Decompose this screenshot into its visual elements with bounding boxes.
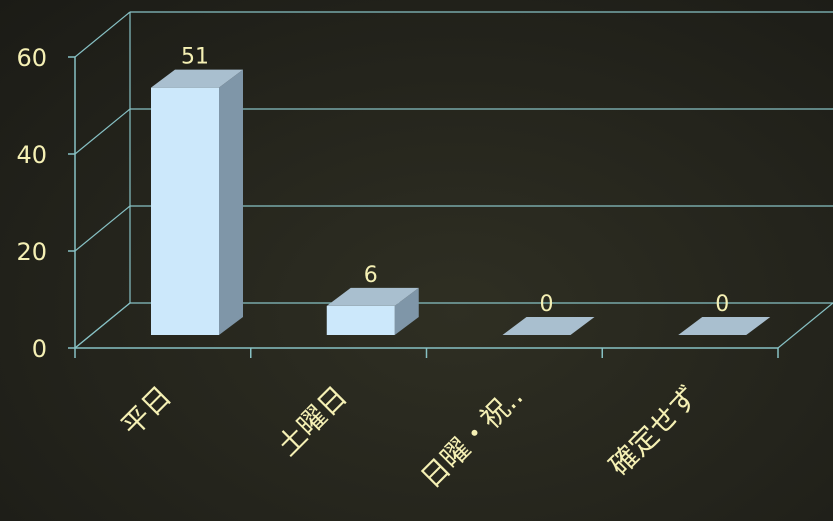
data-label-0: 51 (181, 45, 209, 70)
x-tick-label-0: 平日 (115, 380, 178, 443)
bar-top-0 (151, 69, 243, 88)
y-tick-label-2: 40 (16, 141, 47, 169)
floor-right-edge (777, 302, 833, 349)
data-label-2: 0 (540, 292, 554, 317)
y-tick-label-3: 60 (16, 44, 47, 72)
bar-top-3 (678, 317, 771, 335)
bars: 51 6 0 0 (151, 45, 771, 336)
y-tick-label-0: 0 (32, 335, 47, 363)
bar-top-2 (502, 317, 595, 335)
bar-front-0 (151, 87, 219, 336)
bar-side-0 (219, 69, 243, 336)
x-tick-label-3: 確定せず (603, 380, 706, 483)
bar-2: 0 (502, 292, 595, 335)
data-label-1: 6 (364, 263, 378, 288)
bar-3: 0 (678, 292, 771, 335)
x-tick-label-1: 土曜日 (271, 380, 354, 463)
bar-top-1 (326, 287, 419, 306)
bar-1: 6 (326, 263, 419, 335)
y-axis: 0 20 40 60 (16, 44, 75, 363)
bar-side-1 (394, 287, 419, 335)
x-axis: 平日 土曜日 日曜・祝.. 確定せず (74, 348, 779, 495)
gridline-diagonal-1 (74, 205, 131, 252)
chart-grid (74, 11, 833, 349)
gridline-diagonal-3 (74, 11, 131, 58)
data-label-3: 0 (715, 292, 729, 317)
gridline-diagonal-0 (74, 302, 131, 349)
x-tick-label-2: 日曜・祝.. (414, 380, 529, 495)
gridline-diagonal-2 (74, 108, 131, 155)
bar-front-1 (326, 305, 395, 335)
y-tick-label-1: 20 (16, 238, 47, 266)
bar-0: 51 (151, 45, 243, 336)
